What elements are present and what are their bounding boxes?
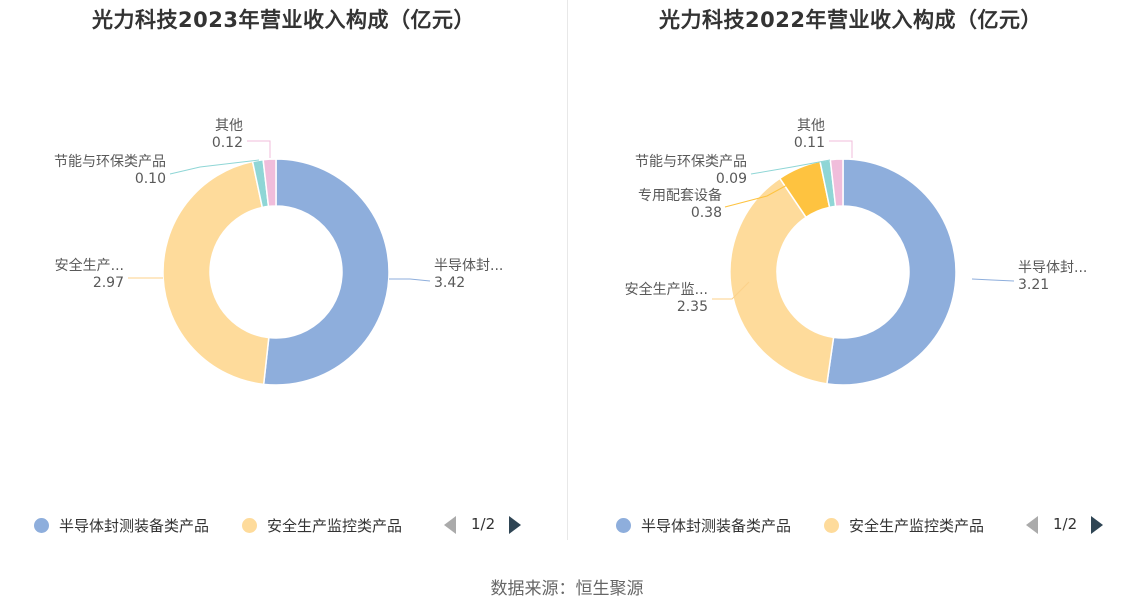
slice-value-0: 3.21: [1018, 277, 1049, 293]
legend: 半导体封测装备类产品 安全生产监控类产品 1/2: [567, 513, 1134, 537]
slice-label-2: 节能与环保类产品: [54, 154, 166, 170]
panel-divider: [567, 0, 568, 540]
slice-value-4: 0.11: [794, 135, 825, 151]
slice-label-3: 节能与环保类产品: [635, 154, 747, 170]
legend-label: 安全生产监控类产品: [267, 516, 403, 535]
slice-label-0: 半导体封...: [1018, 260, 1087, 276]
leader-line-2: [169, 159, 260, 175]
slice-label-0: 半导体封...: [434, 258, 503, 274]
legend-label: 安全生产监控类产品: [849, 516, 985, 535]
leader-line-4: [829, 140, 853, 158]
legend-label: 半导体封测装备类产品: [59, 516, 210, 535]
legend-label: 半导体封测装备类产品: [641, 516, 792, 535]
donut-slice-1[interactable]: [162, 160, 270, 386]
donut-slice-1[interactable]: [729, 177, 835, 385]
chart-title: 光力科技2023年营业收入构成（亿元）: [92, 8, 475, 32]
leader-line-0: [971, 278, 1015, 282]
legend-marker: [824, 517, 839, 533]
slice-value-2: 0.10: [135, 171, 166, 187]
legend-page-indicator: 1/2: [1053, 515, 1078, 533]
legend-prev-page-icon[interactable]: [444, 516, 456, 534]
legend: 半导体封测装备类产品 安全生产监控类产品 1/2: [0, 513, 567, 537]
donut-slice-4[interactable]: [829, 158, 844, 208]
slice-value-3: 0.12: [212, 135, 243, 151]
slice-value-0: 3.42: [434, 275, 465, 291]
leader-line-1: [712, 281, 750, 300]
chart-title: 光力科技2022年营业收入构成（亿元）: [659, 8, 1042, 32]
legend-marker: [242, 517, 257, 533]
leader-line-2: [724, 177, 801, 208]
slice-label-3: 其他: [215, 118, 243, 134]
legend-next-page-icon[interactable]: [509, 516, 521, 534]
legend-item-semiconductor[interactable]: 半导体封测装备类产品: [34, 513, 209, 537]
leader-line-0: [389, 278, 431, 282]
slice-label-2: 专用配套设备: [638, 187, 722, 204]
data-source-note: 数据来源：恒生聚源: [490, 579, 644, 599]
legend-page-indicator: 1/2: [471, 515, 496, 533]
slice-value-2: 0.38: [691, 205, 722, 221]
legend-marker: [616, 517, 631, 533]
leader-line-3: [247, 140, 271, 158]
donut-slice-0[interactable]: [262, 158, 390, 386]
legend-item-semiconductor[interactable]: 半导体封测装备类产品: [616, 513, 791, 537]
donut-slice-3[interactable]: [262, 158, 277, 208]
slice-label-1: 安全生产监...: [625, 281, 708, 298]
slice-value-1: 2.97: [93, 275, 124, 291]
legend-prev-page-icon[interactable]: [1026, 516, 1038, 534]
legend-marker: [34, 517, 49, 533]
donut-slice-0[interactable]: [826, 158, 957, 386]
legend-item-safety[interactable]: 安全生产监控类产品: [242, 513, 402, 537]
slice-value-1: 2.35: [677, 299, 708, 315]
slice-label-4: 其他: [797, 118, 825, 134]
legend-next-page-icon[interactable]: [1091, 516, 1103, 534]
slice-value-3: 0.09: [716, 171, 747, 187]
chart-panel-2022: 光力科技2022年营业收入构成（亿元） 半导体封... 3.21 安全生产监... 2…: [567, 0, 1134, 545]
legend-item-safety[interactable]: 安全生产监控类产品: [824, 513, 984, 537]
leader-line-3: [750, 159, 831, 175]
chart-panel-2023: 光力科技2023年营业收入构成（亿元） 半导体封... 3.42 安全生产... 2.…: [0, 0, 567, 545]
slice-label-1: 安全生产...: [55, 257, 124, 274]
